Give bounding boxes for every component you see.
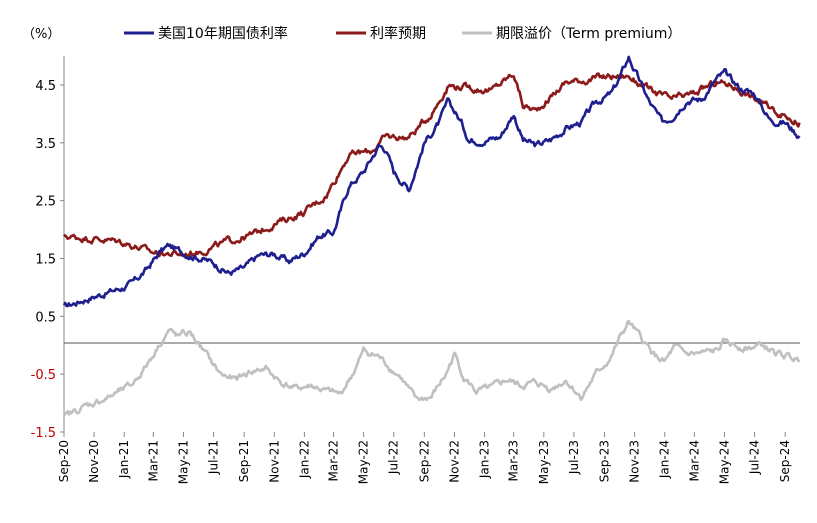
x-tick-label: May-23 [537, 440, 551, 484]
x-tick-label: Jul-22 [387, 440, 401, 475]
x-tick-label: Jan-21 [117, 440, 131, 479]
x-tick-label: Mar-23 [507, 440, 521, 481]
series-line-2 [62, 72, 801, 258]
y-tick-label: -0.5 [31, 368, 56, 383]
series-line-1 [62, 55, 801, 308]
x-tick-label: Jan-22 [297, 440, 311, 479]
x-tick-label: Nov-21 [267, 440, 281, 483]
x-tick-label: Sep-20 [57, 440, 71, 482]
y-axis-ticks: 4.5 3.5 2.5 1.5 0.5 -0.5 -1.5 [31, 79, 64, 441]
x-tick-label: May-22 [357, 440, 371, 484]
x-tick-label: Jul-23 [567, 440, 581, 475]
x-axis-ticks: Sep-20 Nov-20 Jan-21 Mar-21 May-21 Jul-21 Sep-… [57, 432, 792, 484]
legend-label-2: 利率预期 [370, 25, 426, 42]
series-line-3 [63, 319, 801, 417]
x-tick-label: Mar-24 [687, 440, 701, 481]
legend-label-1: 美国10年期国债利率 [158, 25, 288, 42]
x-tick-label: Jul-24 [748, 440, 762, 475]
x-tick-label: May-24 [717, 440, 731, 484]
x-tick-label: Sep-22 [417, 440, 431, 482]
y-tick-label: 0.5 [35, 310, 56, 325]
x-tick-label: Nov-23 [628, 440, 642, 483]
y-tick-label: -1.5 [31, 426, 56, 441]
x-tick-label: Jan-24 [658, 440, 672, 479]
y-tick-label: 2.5 [35, 195, 56, 210]
legend-label-3: 期限溢价（Term premium） [496, 26, 681, 42]
x-tick-label: Nov-22 [447, 440, 461, 483]
x-tick-label: Nov-20 [87, 440, 101, 483]
legend: 美国10年期国债利率 利率预期 期限溢价（Term premium） [124, 25, 681, 42]
x-tick-label: Sep-23 [598, 440, 612, 482]
x-tick-label: Mar-22 [327, 440, 341, 481]
x-tick-label: Sep-24 [778, 440, 792, 482]
y-tick-label: 3.5 [35, 137, 56, 152]
x-tick-label: Mar-21 [146, 440, 160, 481]
series-layer [62, 55, 801, 417]
unit-label: （%） [22, 27, 60, 42]
x-tick-label: Sep-21 [237, 440, 251, 482]
y-tick-label: 4.5 [35, 79, 56, 94]
y-tick-label: 1.5 [35, 253, 56, 268]
x-tick-label: Jul-21 [207, 440, 221, 475]
x-tick-label: Jan-23 [478, 440, 492, 479]
x-tick-label: May-21 [176, 440, 190, 484]
